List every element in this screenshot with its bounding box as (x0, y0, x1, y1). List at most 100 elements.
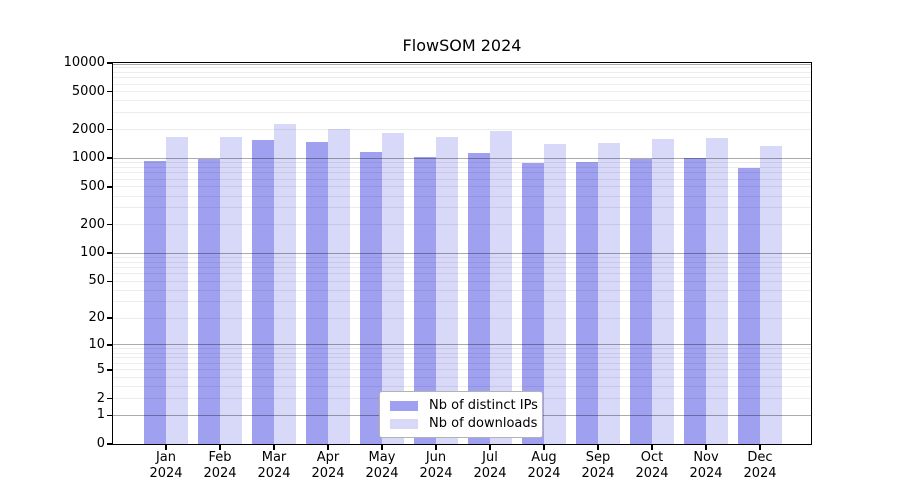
x-tick-label: Oct 2024 (635, 450, 669, 481)
minor-gridline (113, 301, 811, 303)
x-tick-mark (219, 444, 221, 450)
distinct-ips-bar (522, 162, 544, 444)
y-tick-mark (107, 280, 112, 283)
minor-gridline (113, 172, 811, 174)
major-gridline (113, 344, 811, 346)
minor-gridline (113, 112, 811, 114)
x-tick-label: Jul 2024 (473, 450, 507, 481)
y-tick-label: 10000 (63, 55, 105, 70)
legend: Nb of distinct IPs Nb of downloads (379, 391, 543, 438)
x-tick-mark (165, 444, 167, 450)
y-tick-label: 1000 (71, 150, 105, 166)
minor-gridline (113, 317, 811, 319)
minor-gridline (113, 261, 811, 263)
major-gridline (113, 157, 811, 159)
minor-gridline (113, 267, 811, 269)
legend-item-downloads: Nb of downloads (390, 416, 537, 431)
minor-gridline (113, 178, 811, 180)
downloads-bar (544, 144, 566, 444)
y-tick-label: 2 (96, 390, 105, 406)
minor-gridline (113, 91, 811, 93)
minor-gridline (113, 280, 811, 282)
y-tick-label: 0 (96, 436, 105, 451)
distinct-ips-bar (738, 167, 760, 444)
minor-gridline (113, 369, 811, 371)
minor-gridline (113, 83, 811, 85)
x-tick-mark (381, 444, 383, 450)
chart-title: FlowSOM 2024 (402, 36, 522, 55)
downloads-bar (166, 136, 188, 444)
distinct-ips-bar (198, 159, 220, 444)
x-tick-label: Apr 2024 (311, 450, 345, 481)
distinct-ips-bar (414, 156, 436, 444)
y-tick-mark (107, 157, 112, 159)
legend-label: Nb of distinct IPs (429, 398, 538, 413)
x-tick-label: Nov 2024 (689, 450, 723, 481)
minor-gridline (113, 376, 811, 378)
y-tick-label: 20 (88, 310, 105, 326)
y-tick-label: 500 (80, 178, 105, 194)
x-tick-label: Sep 2024 (581, 450, 615, 481)
distinct-ips-bar (576, 161, 598, 444)
y-tick-mark (107, 317, 112, 319)
y-tick-mark (107, 369, 112, 371)
minor-gridline (113, 224, 811, 226)
y-tick-mark (107, 223, 112, 226)
y-tick-mark (107, 397, 112, 400)
distinct-ips-swatch (390, 400, 418, 411)
minor-gridline (113, 162, 811, 164)
distinct-ips-bar (360, 151, 382, 444)
distinct-ips-bar (468, 153, 490, 444)
distinct-ips-bar (684, 158, 706, 444)
x-tick-mark (435, 444, 437, 450)
minor-gridline (113, 71, 811, 73)
downloads-bar (274, 123, 296, 444)
x-tick-label: Jun 2024 (419, 450, 453, 481)
major-gridline (113, 252, 811, 254)
minor-gridline (113, 100, 811, 102)
y-tick-mark (107, 443, 112, 445)
major-gridline (113, 63, 811, 65)
x-tick-label: May 2024 (365, 450, 399, 481)
minor-gridline (113, 363, 811, 364)
minor-gridline (113, 195, 811, 197)
minor-gridline (113, 186, 811, 188)
minor-gridline (113, 386, 811, 388)
downloads-swatch (390, 418, 418, 429)
y-tick-mark (107, 62, 112, 64)
minor-gridline (113, 166, 811, 168)
legend-label: Nb of downloads (429, 416, 538, 431)
x-tick-mark (327, 444, 329, 450)
minor-gridline (113, 256, 811, 258)
downloads-bar (328, 128, 350, 444)
downloads-bar (382, 133, 404, 444)
x-tick-mark (489, 444, 491, 450)
y-tick-mark (107, 344, 112, 346)
minor-gridline (113, 352, 811, 354)
y-tick-label: 200 (80, 216, 105, 232)
x-tick-mark (651, 444, 653, 450)
legend-item-distinct-ips: Nb of distinct IPs (390, 398, 538, 413)
distinct-ips-bar (306, 142, 328, 444)
minor-gridline (113, 289, 811, 291)
minor-gridline (113, 357, 811, 359)
y-tick-label: 2000 (71, 121, 105, 137)
downloads-bar (760, 145, 782, 444)
distinct-ips-bar (252, 139, 274, 444)
y-tick-mark (107, 414, 112, 417)
x-tick-mark (543, 444, 545, 450)
y-tick-label: 50 (88, 273, 105, 289)
x-tick-label: Dec 2024 (743, 450, 777, 481)
downloads-bar (220, 137, 242, 444)
x-tick-label: Aug 2024 (527, 450, 561, 481)
minor-gridline (113, 348, 811, 350)
x-tick-label: Mar 2024 (257, 450, 291, 481)
x-tick-mark (597, 444, 599, 450)
x-tick-label: Feb 2024 (203, 450, 237, 481)
y-tick-label: 5000 (71, 83, 105, 99)
y-tick-mark (107, 252, 112, 254)
downloads-bar (652, 138, 674, 444)
downloads-bar (436, 137, 458, 444)
y-tick-mark (107, 90, 112, 93)
